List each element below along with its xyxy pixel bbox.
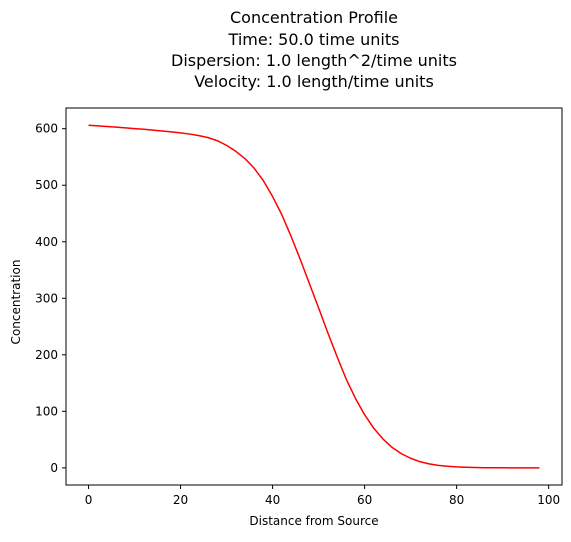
chart-title-line-3: Dispersion: 1.0 length^2/time units <box>171 51 457 70</box>
y-axis-label: Concentration <box>9 260 23 345</box>
x-tick-label: 0 <box>85 493 93 507</box>
chart-title-line-1: Concentration Profile <box>230 8 398 27</box>
x-tick-label: 80 <box>449 493 464 507</box>
plot-area-frame <box>65 107 563 486</box>
y-tick-label: 0 <box>50 461 58 475</box>
y-tick-label: 600 <box>35 122 58 136</box>
y-axis-ticks: 0 100 200 300 400 500 600 <box>35 122 66 475</box>
x-tick-label: 100 <box>537 493 560 507</box>
x-tick-label: 60 <box>357 493 372 507</box>
y-tick-label: 500 <box>35 178 58 192</box>
chart-title-line-2: Time: 50.0 time units <box>228 30 400 49</box>
x-tick-label: 20 <box>173 493 188 507</box>
y-tick-label: 400 <box>35 235 58 249</box>
chart-title: Concentration Profile Time: 50.0 time un… <box>171 8 457 91</box>
chart-title-line-4: Velocity: 1.0 length/time units <box>194 72 434 91</box>
x-axis-ticks: 0 20 40 60 80 100 <box>85 485 560 507</box>
y-tick-label: 200 <box>35 348 58 362</box>
y-tick-label: 300 <box>35 291 58 305</box>
series-line-0 <box>88 124 540 469</box>
x-axis-label: Distance from Source <box>249 514 378 528</box>
series-group <box>88 124 540 469</box>
y-tick-label: 100 <box>35 404 58 418</box>
x-tick-label: 40 <box>265 493 280 507</box>
